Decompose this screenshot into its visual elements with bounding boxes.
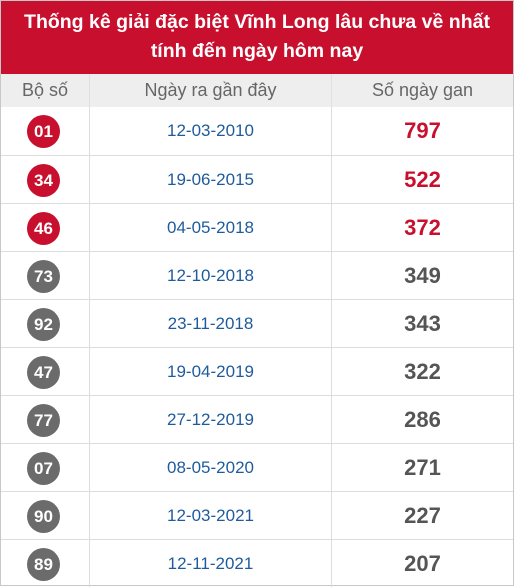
days-value: 286 — [404, 407, 441, 432]
number-cell: 90 — [1, 492, 89, 539]
number-cell: 34 — [1, 156, 89, 203]
table-header: Bộ số Ngày ra gần đây Số ngày gan — [1, 74, 513, 107]
number-cell: 46 — [1, 204, 89, 251]
days-value: 797 — [404, 118, 441, 143]
number-cell: 01 — [1, 107, 89, 155]
date-cell: 12-03-2010 — [89, 107, 331, 155]
days-value: 207 — [404, 551, 441, 576]
number-ball: 46 — [27, 212, 60, 245]
table-row: 07 08-05-2020 271 — [1, 443, 513, 491]
table-row: 01 12-03-2010 797 — [1, 107, 513, 155]
days-value: 322 — [404, 359, 441, 384]
date-cell: 23-11-2018 — [89, 300, 331, 347]
last-date: 12-11-2021 — [167, 554, 254, 573]
table-row: 46 04-05-2018 372 — [1, 203, 513, 251]
last-date: 27-12-2019 — [167, 410, 254, 429]
days-cell: 522 — [331, 156, 513, 203]
number-ball: 77 — [27, 404, 60, 437]
number-ball: 47 — [27, 356, 60, 389]
header-number: Bộ số — [21, 80, 69, 100]
number-cell: 92 — [1, 300, 89, 347]
table-title: Thống kê giải đặc biệt Vĩnh Long lâu chư… — [1, 1, 513, 74]
number-ball: 90 — [27, 500, 60, 533]
days-cell: 207 — [331, 540, 513, 587]
days-cell: 271 — [331, 444, 513, 491]
number-ball: 92 — [27, 308, 60, 341]
table-row: 90 12-03-2021 227 — [1, 491, 513, 539]
days-value: 349 — [404, 263, 441, 288]
last-date: 12-03-2021 — [167, 506, 254, 525]
days-cell: 797 — [331, 107, 513, 155]
date-cell: 12-11-2021 — [89, 540, 331, 587]
last-date: 08-05-2020 — [167, 458, 254, 477]
number-ball: 34 — [27, 164, 60, 197]
date-cell: 12-10-2018 — [89, 252, 331, 299]
number-cell: 77 — [1, 396, 89, 443]
date-cell: 08-05-2020 — [89, 444, 331, 491]
days-cell: 322 — [331, 348, 513, 395]
table-row: 89 12-11-2021 207 — [1, 539, 513, 587]
date-cell: 19-04-2019 — [89, 348, 331, 395]
table-row: 47 19-04-2019 322 — [1, 347, 513, 395]
number-cell: 47 — [1, 348, 89, 395]
days-cell: 227 — [331, 492, 513, 539]
number-ball: 89 — [27, 548, 60, 581]
table-row: 73 12-10-2018 349 — [1, 251, 513, 299]
last-date: 19-04-2019 — [167, 362, 254, 381]
number-cell: 07 — [1, 444, 89, 491]
days-cell: 286 — [331, 396, 513, 443]
table-row: 92 23-11-2018 343 — [1, 299, 513, 347]
last-date: 23-11-2018 — [167, 314, 254, 333]
number-ball: 01 — [27, 115, 60, 148]
table-row: 77 27-12-2019 286 — [1, 395, 513, 443]
days-cell: 343 — [331, 300, 513, 347]
days-value: 343 — [404, 311, 441, 336]
days-value: 271 — [404, 455, 441, 480]
days-value: 522 — [404, 167, 441, 192]
date-cell: 27-12-2019 — [89, 396, 331, 443]
last-date: 19-06-2015 — [167, 170, 254, 189]
number-cell: 73 — [1, 252, 89, 299]
days-value: 372 — [404, 215, 441, 240]
date-cell: 19-06-2015 — [89, 156, 331, 203]
header-date: Ngày ra gần đây — [89, 74, 331, 107]
title-line-2: tính đến ngày hôm nay — [150, 40, 364, 62]
table-body: 01 12-03-2010 797 34 19-06-2015 522 46 04-05-20… — [1, 107, 513, 587]
number-ball: 07 — [27, 452, 60, 485]
header-days: Số ngày gan — [331, 74, 513, 107]
date-cell: 12-03-2021 — [89, 492, 331, 539]
number-cell: 89 — [1, 540, 89, 587]
last-date: 12-10-2018 — [167, 266, 254, 285]
date-cell: 04-05-2018 — [89, 204, 331, 251]
table-row: 34 19-06-2015 522 — [1, 155, 513, 203]
title-line-1: Thống kê giải đặc biệt Vĩnh Long lâu chư… — [24, 11, 490, 33]
days-cell: 372 — [331, 204, 513, 251]
days-cell: 349 — [331, 252, 513, 299]
last-date: 12-03-2010 — [167, 121, 254, 140]
number-ball: 73 — [27, 260, 60, 293]
last-date: 04-05-2018 — [167, 218, 254, 237]
days-value: 227 — [404, 503, 441, 528]
